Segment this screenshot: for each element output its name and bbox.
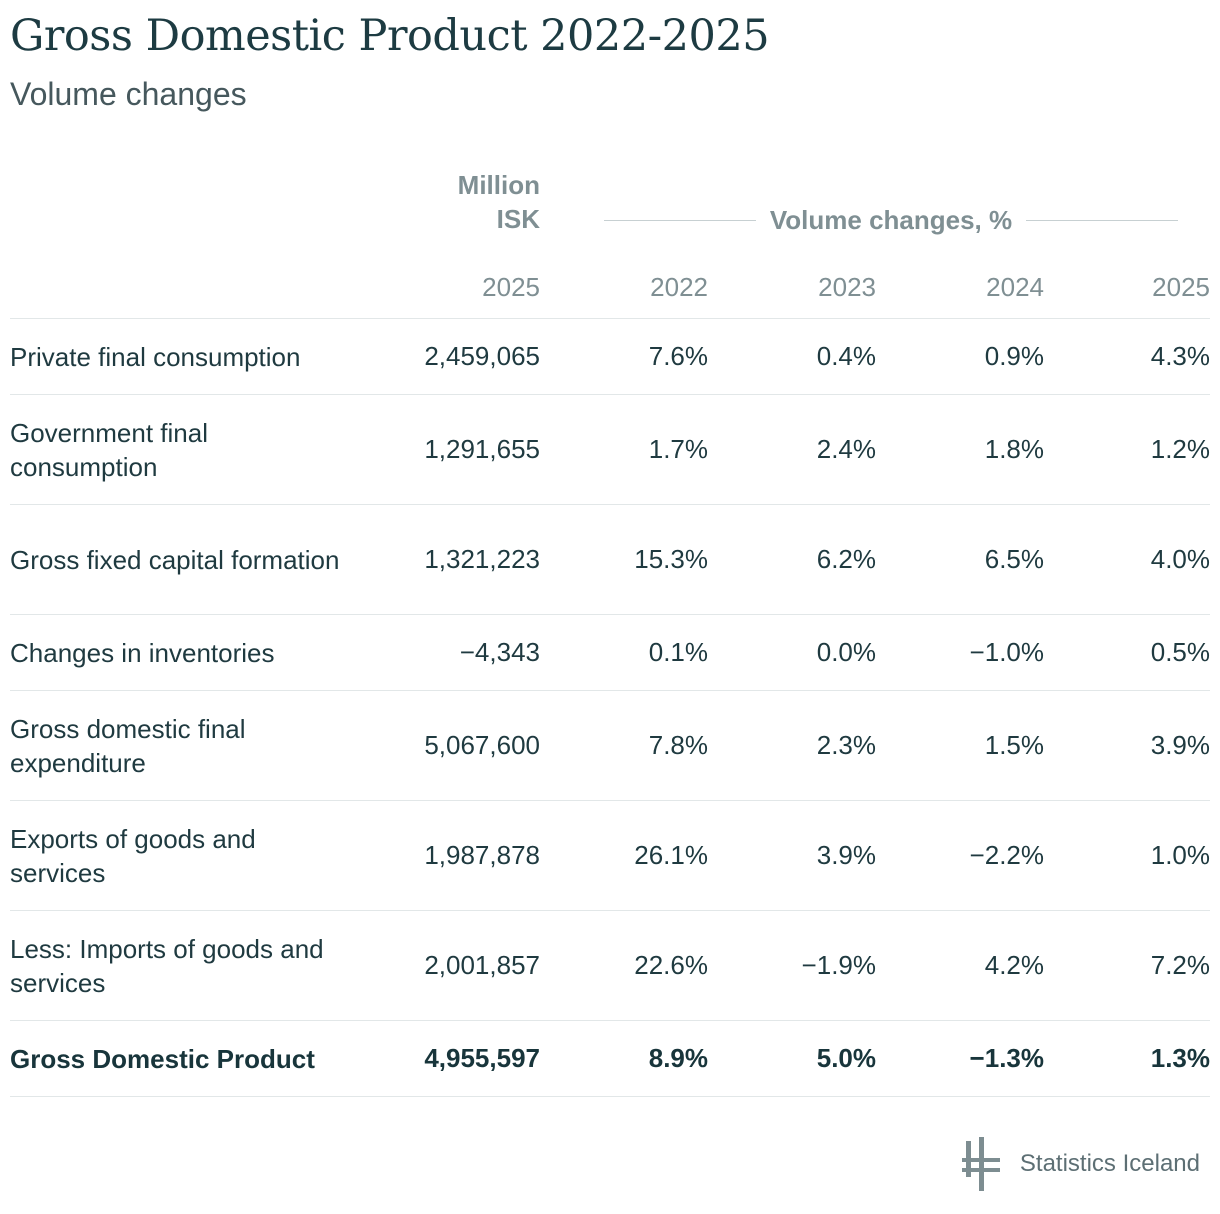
row-label: Gross fixed capital formation <box>10 544 340 575</box>
cell-2025: 4.0% <box>1150 544 1210 574</box>
source-logo: Statistics Iceland <box>961 1136 1200 1192</box>
row-label: Less: Imports of goods and services <box>10 933 324 998</box>
cell-2025: 1.2% <box>1150 434 1210 464</box>
unit-column-header: Million ISK <box>458 168 540 236</box>
cell-million-isk: 1,321,223 <box>424 544 540 574</box>
row-label: Gross Domestic Product <box>10 1043 315 1074</box>
row-label: Changes in inventories <box>10 637 275 668</box>
cell-2024: 1.8% <box>984 434 1044 464</box>
group-header-label: Volume changes, % <box>769 204 1013 235</box>
cell-million-isk: 1,987,878 <box>424 840 540 870</box>
cell-2024: 0.9% <box>984 341 1044 371</box>
cell-2023: 2.4% <box>816 434 876 464</box>
data-table: Private final consumption 2,459,065 7.6%… <box>10 318 1210 1097</box>
year-header-2022: 2022 <box>650 272 708 302</box>
row-label: Private final consumption <box>10 341 301 372</box>
year-header-unit-2025: 2025 <box>482 272 540 302</box>
cell-2023: 0.4% <box>816 341 876 371</box>
cell-million-isk: −4,343 <box>459 637 540 667</box>
cell-2022: 15.3% <box>634 544 708 574</box>
cell-2024: −1.0% <box>969 637 1044 667</box>
table-row: Gross fixed capital formation 1,321,223 … <box>10 505 1210 615</box>
volume-changes-group-header: Volume changes, % <box>604 203 1179 237</box>
cell-2022: 8.9% <box>648 1043 708 1073</box>
cell-2022: 26.1% <box>634 840 708 870</box>
year-header-2023: 2023 <box>818 272 876 302</box>
cell-million-isk: 2,459,065 <box>424 341 540 371</box>
cell-2025: 0.5% <box>1150 637 1210 667</box>
cell-million-isk: 4,955,597 <box>424 1043 540 1073</box>
table-row: Exports of goods and services 1,987,878 … <box>10 801 1210 911</box>
cell-2024: 1.5% <box>984 730 1044 760</box>
cell-2023: 2.3% <box>816 730 876 760</box>
row-label: Government final consumption <box>10 417 208 482</box>
cell-2024: 6.5% <box>984 544 1044 574</box>
cell-2024: −2.2% <box>969 840 1044 870</box>
cell-million-isk: 1,291,655 <box>424 434 540 464</box>
unit-header-line1: Million <box>457 170 540 200</box>
row-label: Exports of goods and services <box>10 823 256 888</box>
cell-2022: 1.7% <box>648 434 708 464</box>
table-row-total: Gross Domestic Product 4,955,597 8.9% 5.… <box>10 1021 1210 1097</box>
cell-2025: 4.3% <box>1150 341 1210 371</box>
cell-2025: 1.0% <box>1150 840 1210 870</box>
chart-title: Gross Domestic Product 2022-2025 <box>10 11 770 61</box>
statistics-iceland-logo-icon <box>961 1137 1000 1191</box>
table-row: Less: Imports of goods and services 2,00… <box>10 911 1210 1021</box>
cell-2023: 5.0% <box>816 1043 876 1073</box>
table-row: Changes in inventories −4,343 0.1% 0.0% … <box>10 615 1210 691</box>
unit-header-line2: ISK <box>496 204 540 234</box>
group-header-rule-right <box>1026 219 1179 221</box>
year-header-2024: 2024 <box>986 272 1044 302</box>
table-row: Government final consumption 1,291,655 1… <box>10 395 1210 505</box>
table-row: Gross domestic final expenditure 5,067,6… <box>10 691 1210 801</box>
cell-2023: −1.9% <box>801 950 876 980</box>
row-label: Gross domestic final expenditure <box>10 713 246 778</box>
year-header-2025: 2025 <box>1152 272 1210 302</box>
cell-2024: −1.3% <box>969 1043 1044 1073</box>
cell-2022: 22.6% <box>634 950 708 980</box>
group-header-rule-left <box>604 219 756 221</box>
cell-2025: 3.9% <box>1150 730 1210 760</box>
source-name: Statistics Iceland <box>1019 1150 1200 1177</box>
cell-2022: 7.6% <box>648 341 708 371</box>
cell-2023: 6.2% <box>816 544 876 574</box>
cell-2024: 4.2% <box>984 950 1044 980</box>
chart-subtitle: Volume changes <box>10 76 247 112</box>
table-row: Private final consumption 2,459,065 7.6%… <box>10 319 1210 395</box>
cell-2022: 0.1% <box>648 637 708 667</box>
cell-2023: 0.0% <box>816 637 876 667</box>
cell-2022: 7.8% <box>648 730 708 760</box>
cell-2025: 7.2% <box>1150 950 1210 980</box>
cell-2023: 3.9% <box>816 840 876 870</box>
cell-million-isk: 2,001,857 <box>424 950 540 980</box>
cell-2025: 1.3% <box>1150 1043 1210 1073</box>
cell-million-isk: 5,067,600 <box>424 730 540 760</box>
